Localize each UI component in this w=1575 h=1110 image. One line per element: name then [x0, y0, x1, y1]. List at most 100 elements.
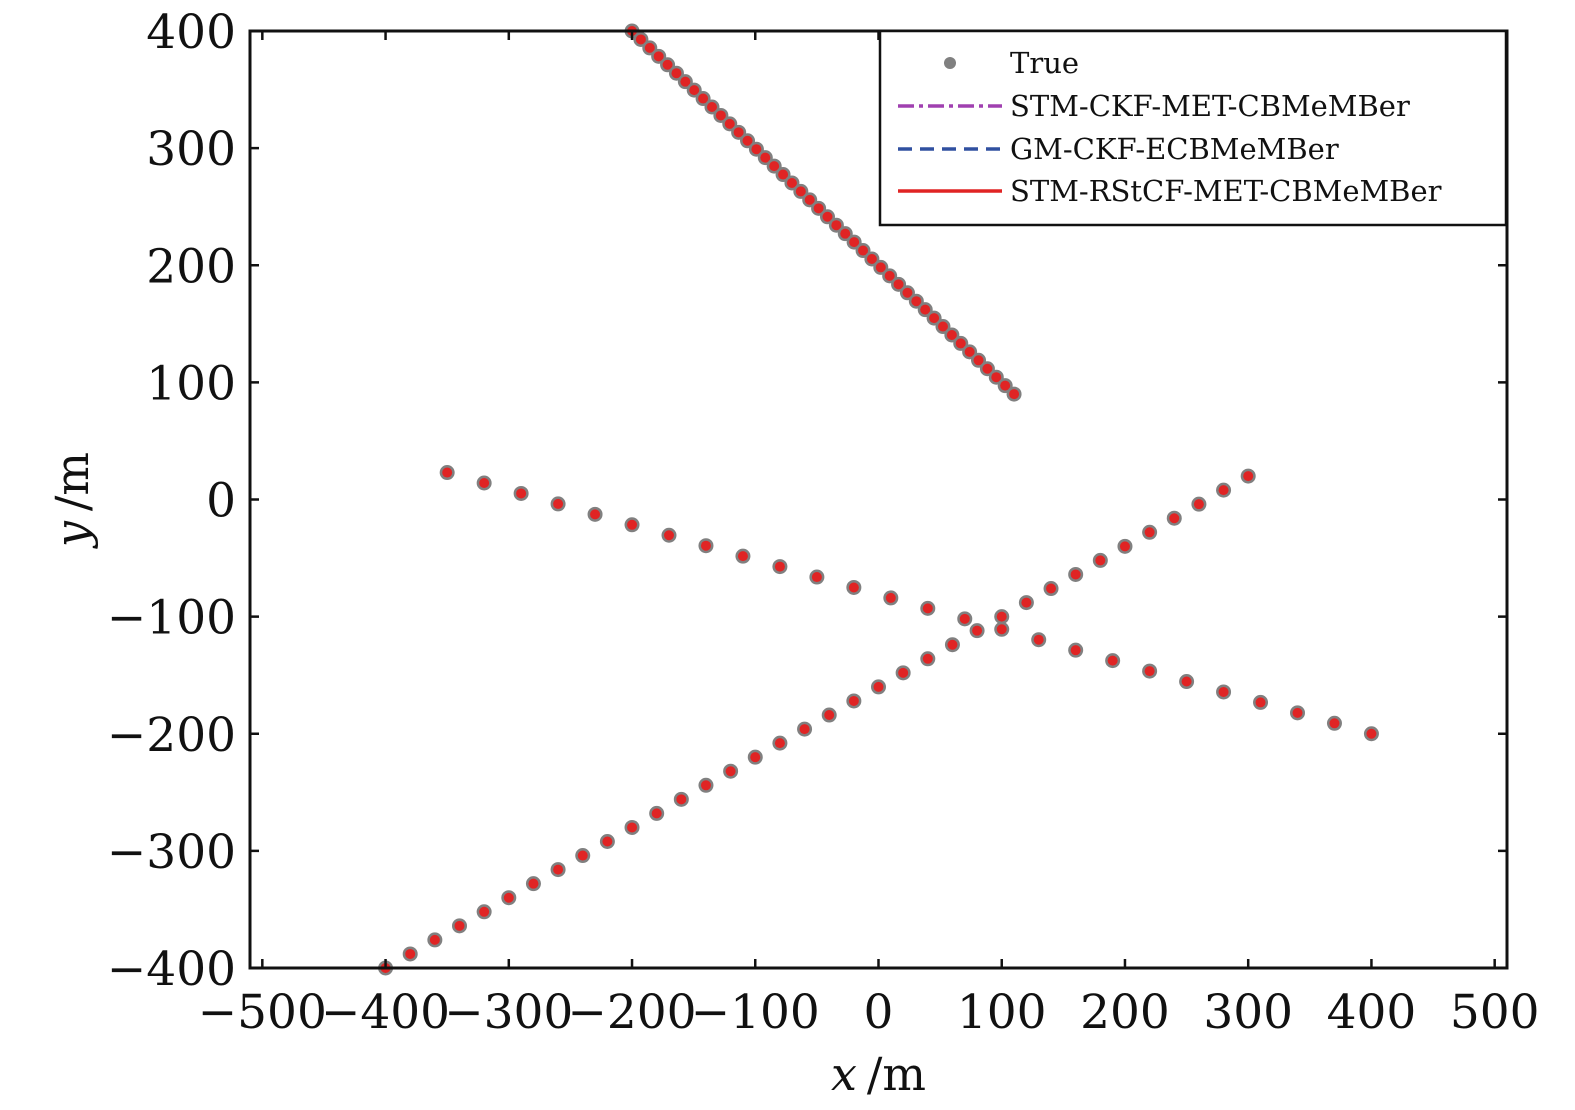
- x-axis-label: x/m: [831, 1047, 926, 1101]
- estimate-point: [902, 287, 913, 298]
- estimate-point: [742, 135, 753, 146]
- estimate-point: [811, 572, 822, 583]
- estimate-point: [733, 127, 744, 138]
- estimate-point: [1070, 569, 1081, 580]
- x-tick-label: −200: [567, 985, 696, 1040]
- y-tick-label: −400: [107, 942, 236, 997]
- estimate-point: [700, 780, 711, 791]
- estimate-point: [946, 329, 957, 340]
- estimate-point: [822, 211, 833, 222]
- estimate-point: [1243, 471, 1254, 482]
- legend-label: STM-CKF-MET-CBMeMBer: [1010, 89, 1410, 123]
- estimate-point: [972, 625, 983, 636]
- estimate-point: [1329, 718, 1340, 729]
- estimate-point: [778, 169, 789, 180]
- legend-label: True: [1010, 46, 1079, 80]
- estimate-point: [479, 478, 490, 489]
- y-tick-label: 100: [146, 356, 236, 411]
- estimate-point: [405, 948, 416, 959]
- x-tick-label: −500: [198, 985, 327, 1040]
- y-axis-variable: y: [45, 520, 99, 549]
- estimate-point: [700, 540, 711, 551]
- x-tick-label: −300: [444, 985, 573, 1040]
- estimate-point: [922, 603, 933, 614]
- x-axis-unit: /m: [867, 1047, 926, 1101]
- estimate-point: [885, 592, 896, 603]
- estimate-point: [553, 864, 564, 875]
- estimate-point: [1181, 676, 1192, 687]
- estimate-point: [1169, 513, 1180, 524]
- estimate-point: [996, 611, 1007, 622]
- estimate-point: [769, 161, 780, 172]
- estimate-point: [651, 808, 662, 819]
- x-tick-label: 400: [1327, 985, 1417, 1040]
- y-tick-label: −100: [107, 591, 236, 646]
- x-tick-label: 0: [864, 985, 894, 1040]
- y-tick-label: 400: [146, 5, 236, 60]
- estimate-point: [724, 118, 735, 129]
- estimate-point: [1193, 499, 1204, 510]
- legend-entry: GM-CKF-ECBMeMBer: [898, 132, 1339, 166]
- estimate-point: [689, 85, 700, 96]
- estimate-point: [653, 51, 664, 62]
- y-tick-label: 0: [206, 474, 236, 529]
- estimate-point: [848, 582, 859, 593]
- estimate-point: [1255, 697, 1266, 708]
- estimate-point: [922, 653, 933, 664]
- estimate-point: [577, 850, 588, 861]
- legend-label: STM-RStCF-MET-CBMeMBer: [1010, 174, 1442, 208]
- track-2: [439, 465, 1379, 742]
- estimate-point: [1218, 686, 1229, 697]
- estimate-point: [429, 934, 440, 945]
- estimate-point: [920, 304, 931, 315]
- estimate-point: [1218, 485, 1229, 496]
- estimate-point: [955, 338, 966, 349]
- estimate-point: [1009, 389, 1020, 400]
- estimate-point: [893, 279, 904, 290]
- estimate-point: [959, 613, 970, 624]
- estimate-point: [786, 177, 797, 188]
- estimate-point: [590, 509, 601, 520]
- estimate-point: [1033, 634, 1044, 645]
- estimate-point: [715, 110, 726, 121]
- estimate-point: [991, 372, 1002, 383]
- estimate-point: [937, 321, 948, 332]
- estimate-point: [454, 920, 465, 931]
- estimate-point: [795, 186, 806, 197]
- estimate-point: [706, 101, 717, 112]
- estimate-point: [947, 639, 958, 650]
- legend-entry: True: [944, 46, 1079, 80]
- y-tick-label: 300: [146, 122, 236, 177]
- legend-items: True STM-CKF-MET-CBMeMBer GM-CKF-ECBMeMBer…: [898, 46, 1442, 208]
- estimate-point: [849, 237, 860, 248]
- data-tracks: [378, 23, 1379, 976]
- x-tick-label: 300: [1203, 985, 1293, 1040]
- track-1: [624, 23, 1022, 402]
- track-3: [378, 468, 1256, 976]
- estimate-point: [1070, 645, 1081, 656]
- estimate-point: [635, 34, 646, 45]
- legend-entry: STM-RStCF-MET-CBMeMBer: [898, 174, 1442, 208]
- x-tick-label: 200: [1080, 985, 1170, 1040]
- estimate-point: [644, 42, 655, 53]
- estimate-point: [750, 752, 761, 763]
- estimate-point: [627, 822, 638, 833]
- estimate-point: [1021, 597, 1032, 608]
- estimate-point: [1000, 380, 1011, 391]
- estimate-point: [858, 245, 869, 256]
- legend: True STM-CKF-MET-CBMeMBer GM-CKF-ECBMeMBer…: [878, 29, 1508, 227]
- estimate-point: [1107, 655, 1118, 666]
- estimate-point: [774, 561, 785, 572]
- x-tick-label: 500: [1450, 985, 1540, 1040]
- x-tick-label: −400: [321, 985, 450, 1040]
- estimate-point: [1144, 527, 1155, 538]
- estimate-point: [911, 296, 922, 307]
- estimate-point: [680, 76, 691, 87]
- estimate-point: [503, 892, 514, 903]
- y-axis-label: y/m: [45, 452, 99, 549]
- legend-marker-dot: [944, 57, 956, 69]
- y-tick-label: −300: [107, 825, 236, 880]
- estimate-point: [884, 270, 895, 281]
- x-axis-variable: x: [831, 1047, 857, 1101]
